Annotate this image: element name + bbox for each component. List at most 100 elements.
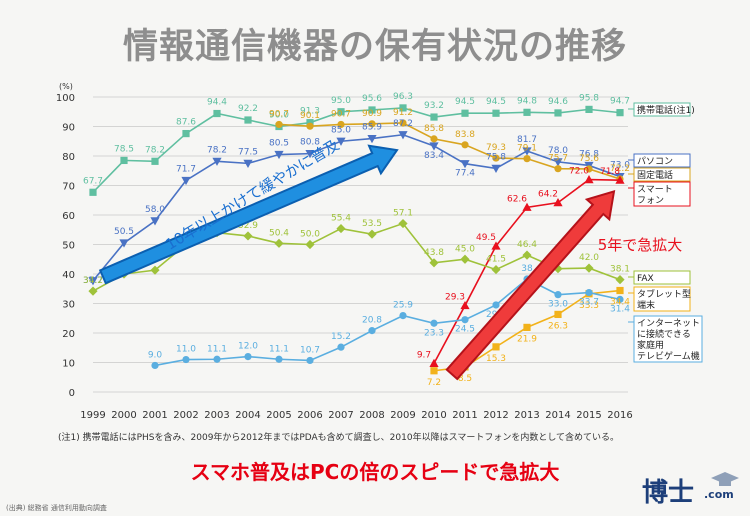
source-note: (出典) 総務省 通信利用動向調査 (6, 504, 107, 512)
data-point (522, 147, 532, 156)
graduation-cap-icon (711, 472, 739, 486)
data-point (460, 254, 470, 264)
data-label: 50.0 (300, 230, 320, 240)
data-point (306, 356, 314, 365)
data-point (305, 239, 315, 250)
data-label: 21.9 (517, 334, 537, 344)
data-label: 11.1 (207, 344, 227, 354)
data-point (213, 355, 221, 363)
data-label: 75.8 (486, 152, 506, 162)
data-label: 94.6 (548, 97, 568, 107)
data-label: 78.0 (548, 146, 568, 156)
data-label: 11.1 (269, 344, 289, 354)
data-point (430, 135, 438, 143)
data-label: 77.4 (455, 169, 475, 179)
data-label: 87.6 (176, 118, 196, 128)
x-tick-label: 2006 (297, 410, 322, 421)
blue-trend-arrow (98, 144, 399, 285)
data-label: 91.2 (393, 108, 413, 118)
data-label: 87.2 (393, 119, 413, 129)
data-point (492, 343, 500, 351)
data-point (181, 176, 191, 186)
data-point (522, 250, 532, 260)
data-label: 85.9 (362, 123, 382, 133)
data-point (491, 264, 501, 275)
data-label: 9.0 (148, 350, 163, 360)
data-point (584, 175, 594, 184)
data-label: 33.7 (579, 298, 599, 308)
series-line (278, 122, 621, 180)
data-label: 94.5 (455, 97, 475, 107)
data-label: 53.5 (362, 219, 382, 229)
data-point (430, 319, 438, 327)
data-point (491, 241, 501, 250)
data-label: 43.8 (424, 248, 444, 258)
data-label: 94.5 (486, 97, 506, 107)
data-label: 85.8 (424, 124, 444, 134)
data-point (554, 165, 562, 173)
data-label: 46.4 (517, 240, 537, 250)
data-point (429, 358, 439, 367)
y-tick-label: 80 (62, 152, 75, 163)
legend-box (633, 315, 703, 363)
data-label: 95.8 (579, 93, 599, 103)
data-point (461, 141, 469, 149)
data-label: 91.3 (300, 107, 320, 117)
data-label: 95.0 (331, 96, 351, 106)
data-point (182, 129, 190, 138)
data-label: 9.7 (417, 350, 431, 360)
data-point (492, 301, 500, 309)
data-point (367, 229, 377, 239)
red-trend-arrow (445, 189, 616, 381)
data-point (150, 265, 160, 275)
data-point (523, 323, 531, 331)
data-point (461, 316, 469, 324)
data-label: 83.4 (424, 151, 444, 161)
data-label: 57.1 (393, 209, 413, 219)
data-point (337, 120, 345, 129)
x-tick-label: 2007 (328, 410, 353, 421)
data-point (151, 157, 159, 165)
data-label: 33.3 (579, 301, 599, 311)
data-label: 37.7 (83, 276, 103, 286)
y-tick-label: 50 (62, 241, 75, 252)
data-point (89, 188, 97, 196)
data-point (429, 258, 439, 268)
data-point (554, 291, 562, 299)
x-tick-label: 2015 (576, 410, 601, 421)
data-label: 15.2 (331, 332, 351, 342)
legend-label: パソコン (637, 156, 673, 167)
data-point (120, 156, 128, 165)
data-label: 93.2 (424, 101, 444, 111)
data-label: 94.8 (517, 96, 537, 106)
data-label: 10.7 (300, 345, 320, 355)
data-label: 90.7 (331, 109, 351, 119)
data-label: 72.2 (610, 164, 630, 174)
data-point (336, 137, 346, 146)
data-point (585, 105, 593, 113)
data-point (460, 300, 470, 310)
x-tick-label: 2004 (235, 410, 260, 421)
y-unit-label: (%) (59, 82, 73, 91)
x-tick-label: 2016 (607, 410, 632, 421)
data-point (585, 288, 593, 297)
y-tick-label: 20 (62, 329, 75, 340)
data-label: 90.1 (300, 111, 320, 121)
data-point (275, 120, 283, 129)
data-point (398, 218, 408, 229)
legend-label: 携帯電話(注1) (637, 104, 695, 116)
data-label: 34.2 (83, 276, 103, 286)
data-label: 90.0 (269, 111, 289, 121)
data-point (616, 109, 624, 117)
data-point (274, 150, 284, 160)
data-label: 78.5 (114, 144, 134, 154)
data-point (243, 231, 253, 241)
data-point (616, 286, 624, 295)
legend-box (633, 181, 691, 207)
data-point (88, 286, 98, 296)
data-point (523, 155, 531, 163)
data-label: 90.7 (269, 109, 289, 119)
data-point (430, 113, 438, 121)
data-label: 24.5 (455, 325, 475, 335)
